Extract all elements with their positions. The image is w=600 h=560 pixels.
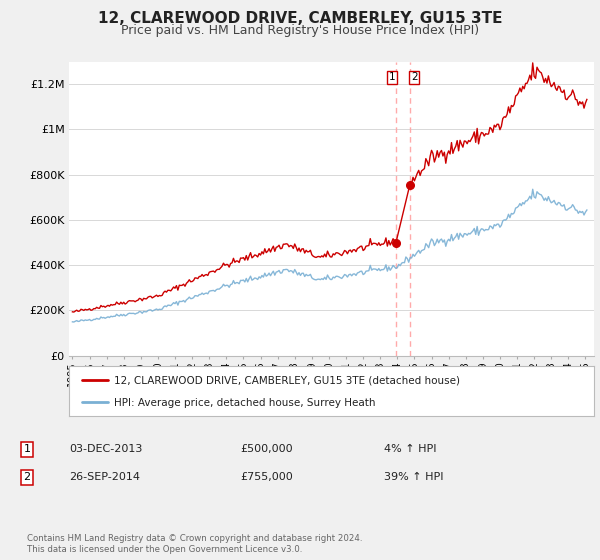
Text: 2: 2 <box>411 72 418 82</box>
Text: 39% ↑ HPI: 39% ↑ HPI <box>384 472 443 482</box>
Text: 2: 2 <box>23 472 31 482</box>
Text: 26-SEP-2014: 26-SEP-2014 <box>69 472 140 482</box>
Text: 03-DEC-2013: 03-DEC-2013 <box>69 444 142 454</box>
Text: £500,000: £500,000 <box>240 444 293 454</box>
Text: 1: 1 <box>388 72 395 82</box>
Text: 12, CLAREWOOD DRIVE, CAMBERLEY, GU15 3TE (detached house): 12, CLAREWOOD DRIVE, CAMBERLEY, GU15 3TE… <box>113 376 460 385</box>
Text: Price paid vs. HM Land Registry's House Price Index (HPI): Price paid vs. HM Land Registry's House … <box>121 24 479 36</box>
Text: £755,000: £755,000 <box>240 472 293 482</box>
Text: 1: 1 <box>23 444 31 454</box>
Text: Contains HM Land Registry data © Crown copyright and database right 2024.
This d: Contains HM Land Registry data © Crown c… <box>27 534 362 554</box>
Text: HPI: Average price, detached house, Surrey Heath: HPI: Average price, detached house, Surr… <box>113 398 375 408</box>
Text: 4% ↑ HPI: 4% ↑ HPI <box>384 444 437 454</box>
Text: 12, CLAREWOOD DRIVE, CAMBERLEY, GU15 3TE: 12, CLAREWOOD DRIVE, CAMBERLEY, GU15 3TE <box>98 11 502 26</box>
